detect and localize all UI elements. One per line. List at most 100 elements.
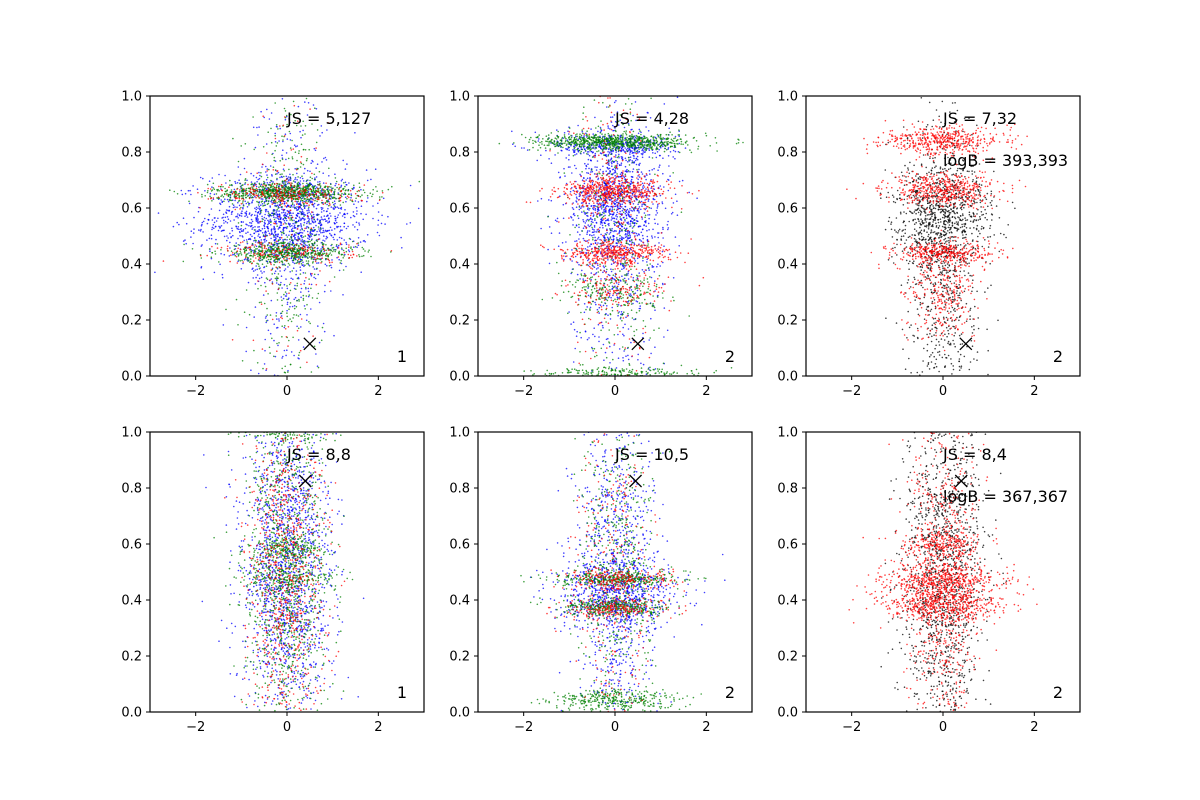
scatter-point [300, 219, 302, 222]
scatter-point [294, 192, 297, 195]
scatter-point [598, 209, 600, 212]
scatter-point [278, 252, 281, 255]
scatter-point [294, 181, 297, 183]
scatter-point [272, 256, 275, 259]
scatter-point [335, 221, 338, 224]
scatter-point [362, 248, 365, 250]
scatter-point [271, 249, 274, 252]
scatter-point [299, 229, 302, 231]
scatter-point [207, 190, 209, 192]
scatter-point [584, 222, 587, 224]
scatter-point [325, 182, 327, 184]
scatter-point [281, 190, 283, 193]
scatter-point [277, 273, 280, 275]
scatter-point [342, 249, 345, 252]
scatter-point [330, 183, 332, 186]
scatter-point [199, 176, 202, 179]
scatter-point [313, 195, 315, 197]
scatter-point [575, 240, 578, 242]
scatter-point [306, 222, 308, 225]
scatter-point [307, 217, 309, 219]
scatter-point [258, 171, 260, 174]
scatter-point [285, 158, 287, 161]
scatter-point [334, 217, 337, 220]
scatter-point [292, 249, 294, 251]
scatter-point [225, 182, 227, 184]
scatter-point [300, 254, 303, 256]
scatter-point [283, 248, 286, 250]
scatter-point [309, 322, 312, 325]
scatter-point [257, 193, 260, 195]
scatter-point [625, 214, 628, 217]
scatter-point [266, 225, 269, 228]
scatter-point [307, 240, 310, 243]
scatter-point [320, 125, 323, 127]
scatter-point [626, 208, 629, 211]
scatter-point [240, 187, 243, 189]
scatter-point [204, 195, 206, 197]
scatter-point [298, 253, 301, 256]
scatter-point [368, 249, 370, 251]
scatter-point [609, 213, 611, 215]
scatter-point [339, 212, 341, 214]
scatter-point [668, 165, 670, 167]
scatter-point [208, 248, 211, 250]
scatter-point [256, 262, 258, 265]
scatter-point [627, 213, 629, 215]
scatter-point [282, 139, 284, 141]
scatter-point [308, 209, 310, 212]
scatter-point [279, 173, 282, 176]
scatter-point [281, 367, 284, 370]
scatter-point [278, 237, 281, 239]
scatter-point [262, 186, 265, 188]
scatter-point [642, 228, 644, 230]
scatter-point [253, 246, 256, 248]
scatter-point [293, 224, 296, 227]
scatter-point [609, 231, 612, 234]
scatter-point [297, 194, 299, 197]
scatter-point [290, 247, 292, 249]
scatter-point [249, 193, 251, 195]
scatter-point [250, 183, 252, 186]
scatter-point [248, 213, 251, 215]
scatter-point [336, 216, 339, 219]
scatter-point [327, 247, 329, 249]
scatter-point [184, 192, 187, 195]
scatter-point [289, 188, 291, 190]
scatter-point [314, 228, 316, 231]
scatter-point [378, 196, 381, 198]
scatter-point [266, 170, 269, 172]
scatter-point [274, 236, 277, 238]
scatter-point [280, 242, 283, 245]
scatter-point [269, 279, 271, 281]
scatter-point [642, 237, 644, 240]
scatter-point [597, 236, 600, 239]
scatter-point [279, 188, 282, 190]
scatter-point [267, 131, 270, 133]
scatter-point [294, 252, 296, 255]
scatter-point [610, 150, 613, 153]
scatter-point [255, 245, 258, 248]
scatter-point [294, 296, 297, 299]
scatter-point [285, 114, 288, 117]
scatter-point [341, 253, 344, 256]
scatter-point [297, 193, 300, 195]
scatter-point [336, 226, 338, 229]
scatter-point [305, 159, 308, 162]
scatter-point [302, 261, 304, 264]
scatter-point [351, 248, 354, 251]
scatter-point [281, 357, 283, 359]
scatter-point [301, 239, 304, 241]
scatter-point [222, 213, 225, 216]
scatter-point [234, 196, 236, 199]
scatter-point [314, 221, 317, 223]
scatter-point [240, 252, 242, 254]
scatter-point [283, 175, 285, 178]
scatter-point [323, 196, 326, 198]
scatter-point [252, 126, 255, 129]
scatter-point [667, 147, 670, 149]
scatter-point [647, 214, 649, 216]
scatter-point [338, 188, 340, 191]
scatter-point [262, 234, 265, 236]
scatter-point [659, 185, 662, 187]
